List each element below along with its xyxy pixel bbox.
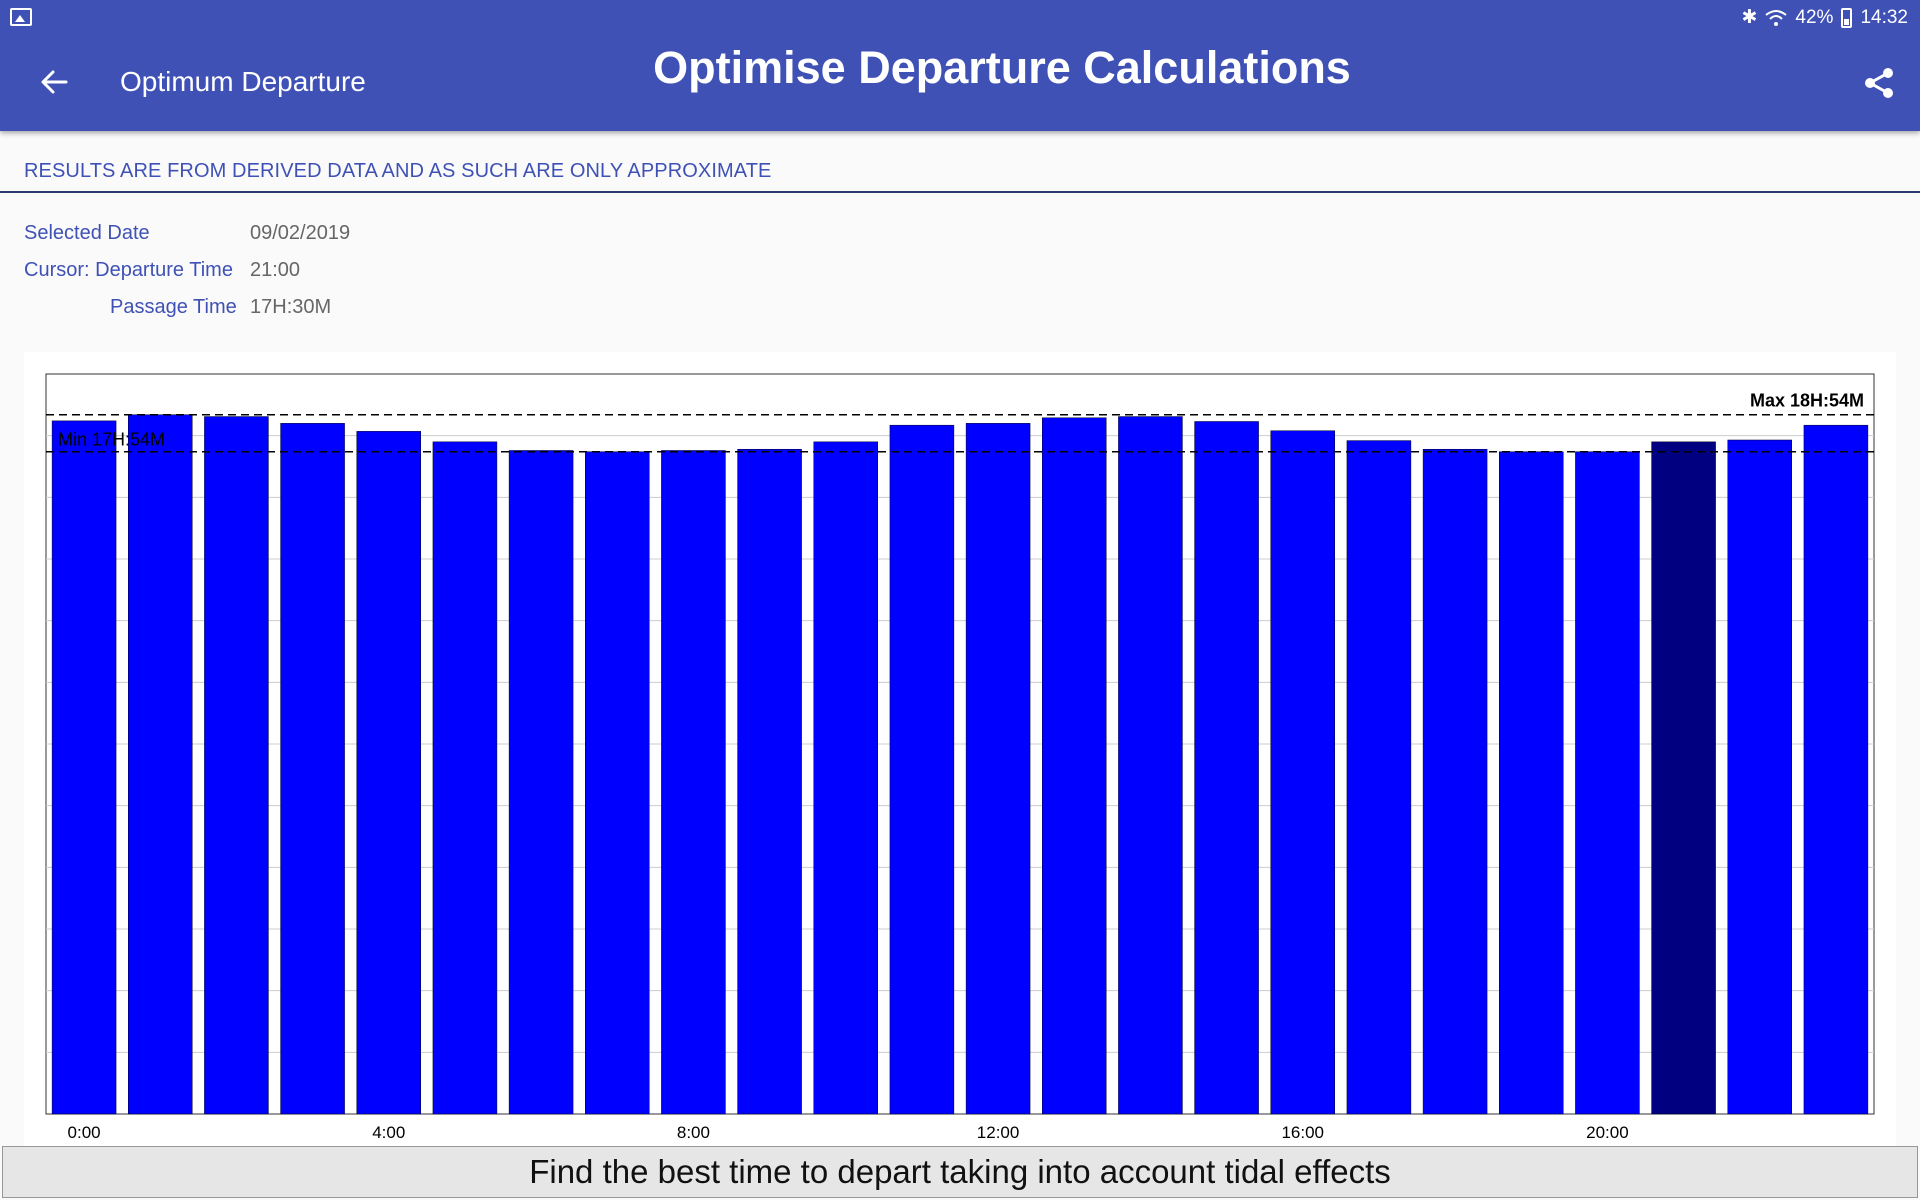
- battery-icon: [1841, 8, 1853, 28]
- battery-percent: 42%: [1795, 7, 1834, 28]
- bar-9: [737, 448, 802, 1115]
- departure-chart-card: Max 18H:54M Min 17H:54M 0:00 4:00 8:00 12:00 1…: [24, 352, 1896, 1152]
- app-bar-title: Optimum Departure: [120, 66, 366, 97]
- bar-6: [508, 450, 574, 1115]
- status-bar: ✱ 42% 14:32: [0, 0, 1920, 36]
- min-label: Min 17H:54M: [58, 430, 165, 450]
- divider: [0, 191, 1920, 193]
- departure-time-value: 21:00: [250, 259, 301, 281]
- page-heading: Optimise Departure Calculations: [0, 42, 1920, 94]
- bar-16: [1270, 430, 1335, 1115]
- selected-date-value: 09/02/2019: [250, 222, 351, 244]
- arrow-back-icon[interactable]: [36, 64, 72, 100]
- x-tick-label-3: 12:00: [977, 1123, 1020, 1142]
- share-icon[interactable]: [1862, 66, 1896, 100]
- bar-12: [965, 423, 1031, 1115]
- feature-banner: Find the best time to depart taking into…: [2, 1146, 1918, 1198]
- image-icon: [10, 8, 32, 26]
- bar-5: [432, 441, 498, 1115]
- bar-11: [889, 424, 955, 1115]
- departure-bar-chart[interactable]: Max 18H:54M Min 17H:54M 0:00 4:00 8:00 12:00 1…: [24, 352, 1896, 1146]
- page-heading-text: Optimise Departure Calculations: [653, 42, 1351, 93]
- app-bar: ✱ 42% 14:32 Optimum Departure Optimise D…: [0, 0, 1920, 131]
- x-tick-label-5: 20:00: [1586, 1123, 1629, 1142]
- x-tick-label-1: 4:00: [372, 1123, 405, 1142]
- bar-7: [585, 451, 650, 1115]
- bluetooth-icon: ✱: [1741, 7, 1758, 28]
- x-tick-label-2: 8:00: [677, 1123, 710, 1142]
- bar-17: [1346, 440, 1412, 1115]
- bar-3: [280, 423, 345, 1115]
- bar-18: [1422, 448, 1488, 1115]
- bar-23: [1803, 424, 1869, 1115]
- wifi-icon: [1765, 10, 1788, 26]
- bar-20: [1575, 451, 1640, 1115]
- bar-13: [1042, 417, 1107, 1115]
- departure-time-label: Cursor: Departure Time: [24, 259, 233, 281]
- bar-1: [128, 414, 193, 1115]
- max-label: Max 18H:54M: [1750, 391, 1864, 411]
- bar-19: [1499, 451, 1564, 1115]
- bar-0: [51, 420, 117, 1115]
- passage-time-value: 17H:30M: [250, 296, 332, 318]
- bar-10: [813, 441, 878, 1115]
- bar-8: [661, 450, 726, 1115]
- bar-14: [1118, 416, 1183, 1115]
- status-icons: ✱ 42% 14:32: [1741, 6, 1908, 30]
- passage-time-label: Passage Time: [110, 296, 237, 318]
- disclaimer-text: RESULTS ARE FROM DERIVED DATA AND AS SUC…: [24, 160, 772, 182]
- bar-4: [356, 431, 421, 1115]
- bar-22: [1727, 439, 1792, 1115]
- clock: 14:32: [1860, 7, 1908, 28]
- x-tick-label-0: 0:00: [68, 1123, 101, 1142]
- bar-15: [1194, 421, 1259, 1115]
- selected-date-label: Selected Date: [24, 222, 150, 244]
- bar-2: [204, 416, 269, 1115]
- bar-21: [1651, 441, 1716, 1115]
- x-tick-label-4: 16:00: [1281, 1123, 1324, 1142]
